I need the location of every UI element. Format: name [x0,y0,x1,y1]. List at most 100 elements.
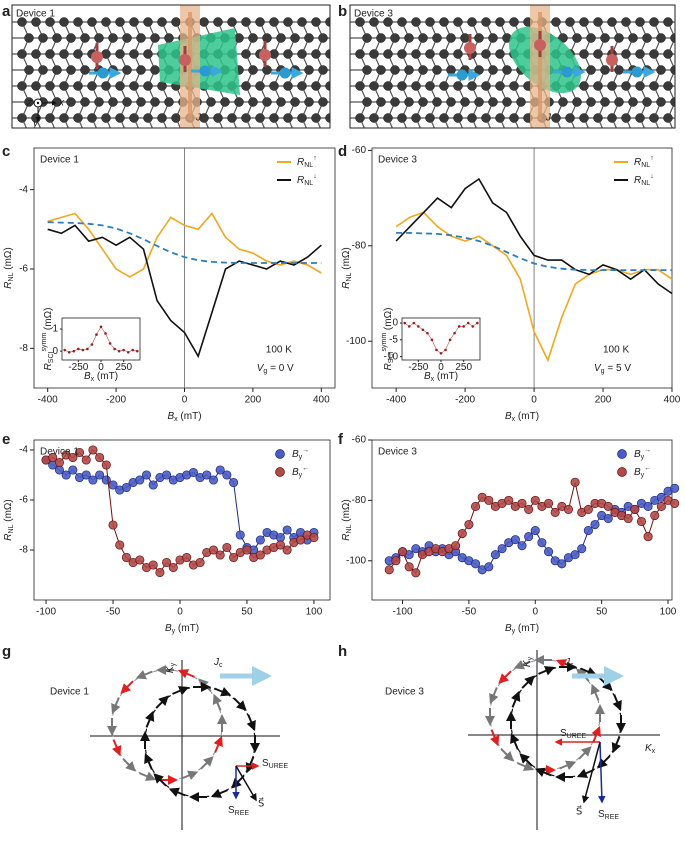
atom [446,97,456,107]
y-axis-label: RNL (mΩ) [341,247,354,288]
text-part: B [292,467,299,478]
data-point [88,475,98,485]
kx-label: Kx [645,743,656,756]
data-point [242,545,252,555]
data-point [475,321,479,325]
atom [340,114,349,123]
spin-texture-arrow [611,736,622,754]
text-part: NL [641,162,650,169]
atom [318,97,328,107]
data-point [295,535,306,545]
x-tick-label: 250 [455,362,472,373]
illustration-frame [349,4,676,129]
atom [59,17,69,27]
device-label: Device 1 [16,9,55,20]
text-part: V [257,363,265,374]
text-part: J [564,657,571,668]
atom [73,113,83,123]
device-label: Device 1 [50,687,89,698]
atom [304,97,314,107]
atom [488,65,498,75]
data-line [395,177,673,295]
panel-label: a [2,3,11,20]
lattice-bond [329,52,330,54]
data-point [222,470,232,480]
atom [607,113,617,123]
text-part: (mΩ) [341,247,352,272]
data-point [543,498,554,508]
data-point [439,351,443,355]
atom [516,97,526,107]
atom [290,33,300,43]
data-point [650,510,660,521]
data-point [229,477,239,488]
y-tick-label: -6 [19,264,28,275]
text-part: K [165,665,176,673]
spin-texture-arrow [120,680,134,694]
atom [411,49,421,59]
x-tick-label: 0 [532,607,538,618]
atom [129,113,139,123]
data-point [208,545,219,555]
atom [418,97,428,107]
text-part: B [634,449,641,460]
text-part: ↓ [313,173,317,180]
y-tick-label: -4 [19,445,28,456]
atom [297,49,307,59]
s-label: S⃗ [258,797,264,810]
data-point [135,475,145,485]
data-point [464,519,474,530]
atom [122,33,132,43]
atom [488,33,498,43]
atom [255,81,265,91]
data-point [656,501,666,511]
text-part: S [262,758,269,769]
spin-vector [235,765,257,802]
atom [425,17,435,27]
text-part: (mT) [94,371,118,382]
atom [283,113,293,123]
atom [572,33,582,43]
x-tick-label: -100 [36,607,56,618]
atom [122,65,132,75]
text-part: R [43,363,54,370]
text-part: ↑ [313,155,317,162]
atom [678,82,685,91]
atom [269,17,279,27]
spin-texture-arrow [139,771,157,781]
atom [509,17,519,27]
spin-texture-arrow [489,687,499,705]
gate-label: Vg = 5 V [594,363,631,376]
text-part: → [302,447,309,454]
text-part: y [172,628,176,635]
atom [199,17,209,27]
atom [157,17,167,27]
spin-texture-arrow [231,775,245,789]
atom [474,65,484,75]
data-point [222,542,232,553]
spin-texture-arrow [489,729,500,747]
atom [432,65,442,75]
y-tick-label: 0 [392,318,398,329]
text-part: y [299,454,303,461]
data-point [550,507,560,518]
text-part: (mΩ) [383,308,394,333]
atom [418,65,428,75]
text-part: NL [304,180,313,187]
atom [453,81,463,91]
data-point [451,541,461,551]
spin-texture-arrow [155,695,169,709]
atom [678,114,685,123]
data-point [603,501,613,511]
spin-texture-arrow [122,758,136,772]
spin-sphere [199,65,211,77]
text-part: (mT) [515,623,539,634]
spin-texture-arrow [213,735,223,753]
y-tick-label: -6 [19,495,28,506]
atom [453,49,463,59]
atom [52,65,62,75]
text-part: R [3,281,14,288]
atom [397,113,407,123]
atom [579,113,589,123]
atom [467,81,477,91]
